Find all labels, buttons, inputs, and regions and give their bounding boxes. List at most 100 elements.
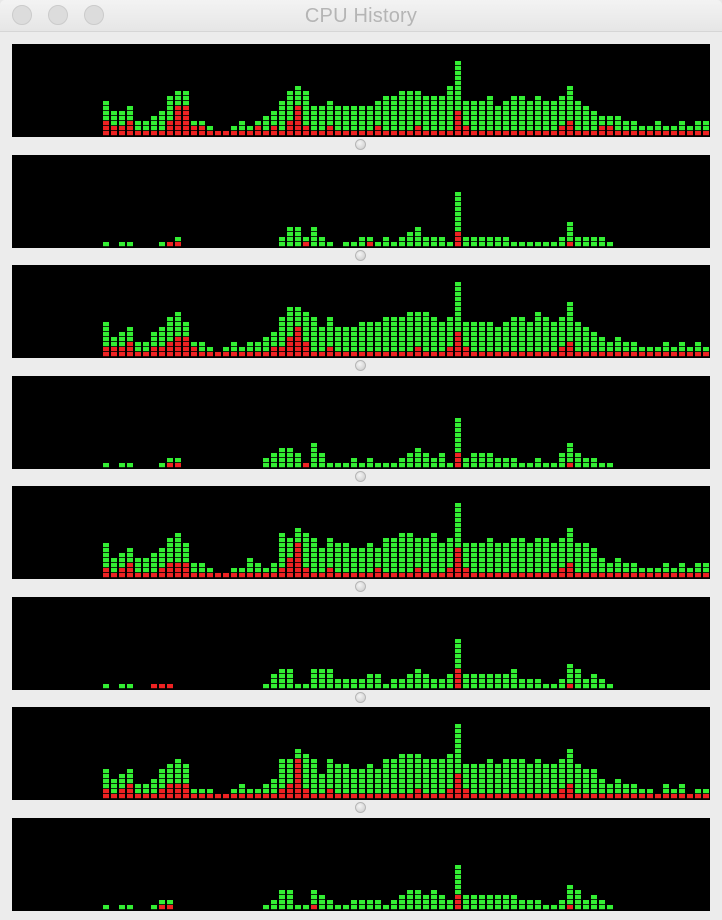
user-load-segment <box>343 327 349 332</box>
system-load-segment <box>607 131 613 136</box>
system-load-segment <box>231 573 237 578</box>
user-load-segment <box>391 332 397 337</box>
user-load-segment <box>479 322 485 327</box>
pane-splitter[interactable] <box>0 469 722 485</box>
user-load-segment <box>391 106 397 111</box>
user-load-segment <box>159 548 165 553</box>
user-load-segment <box>575 900 581 905</box>
user-load-segment <box>303 543 309 548</box>
user-load-segment <box>335 106 341 111</box>
user-load-segment <box>271 342 277 347</box>
user-load-segment <box>455 312 461 317</box>
splitter-handle-icon[interactable] <box>355 802 366 813</box>
user-load-segment <box>695 347 701 352</box>
splitter-handle-icon[interactable] <box>355 250 366 261</box>
pane-splitter[interactable] <box>0 248 722 264</box>
user-load-segment <box>183 548 189 553</box>
user-load-segment <box>471 553 477 558</box>
title-bar[interactable]: CPU History <box>0 0 722 32</box>
pane-splitter[interactable] <box>0 358 722 374</box>
user-load-segment <box>159 900 165 905</box>
user-load-segment <box>607 563 613 568</box>
user-load-segment <box>503 543 509 548</box>
user-load-segment <box>327 106 333 111</box>
user-load-segment <box>567 332 573 337</box>
user-load-segment <box>423 759 429 764</box>
user-load-segment <box>447 754 453 759</box>
user-load-segment <box>535 784 541 789</box>
user-load-segment <box>431 463 437 468</box>
system-load-segment <box>183 573 189 578</box>
user-load-segment <box>303 337 309 342</box>
user-load-segment <box>599 779 605 784</box>
user-load-segment <box>119 553 125 558</box>
splitter-handle-icon[interactable] <box>355 692 366 703</box>
user-load-segment <box>583 900 589 905</box>
user-load-segment <box>431 558 437 563</box>
system-load-segment <box>111 573 117 578</box>
user-load-segment <box>359 684 365 689</box>
user-load-segment <box>455 217 461 222</box>
user-load-segment <box>471 774 477 779</box>
user-load-segment <box>415 759 421 764</box>
user-load-segment <box>567 106 573 111</box>
pane-splitter[interactable] <box>0 800 722 816</box>
user-load-segment <box>487 769 493 774</box>
user-load-segment <box>135 568 141 573</box>
system-load-segment <box>447 794 453 799</box>
user-load-segment <box>159 342 165 347</box>
user-load-segment <box>455 197 461 202</box>
system-load-segment <box>463 126 469 131</box>
user-load-segment <box>175 538 181 543</box>
system-load-segment <box>255 794 261 799</box>
user-load-segment <box>159 121 165 126</box>
user-load-segment <box>407 347 413 352</box>
user-load-segment <box>535 553 541 558</box>
user-load-segment <box>455 327 461 332</box>
user-load-segment <box>327 779 333 784</box>
user-load-segment <box>535 347 541 352</box>
user-load-segment <box>151 332 157 337</box>
user-load-segment <box>183 96 189 101</box>
pane-splitter[interactable] <box>0 137 722 153</box>
user-load-segment <box>503 784 509 789</box>
user-load-segment <box>607 347 613 352</box>
pane-splitter[interactable] <box>0 690 722 706</box>
splitter-handle-icon[interactable] <box>355 139 366 150</box>
user-load-segment <box>263 342 269 347</box>
system-load-segment <box>167 352 173 357</box>
system-load-segment <box>127 126 133 131</box>
zoom-button[interactable] <box>84 5 104 25</box>
system-load-segment <box>471 352 477 357</box>
user-load-segment <box>527 342 533 347</box>
user-load-segment <box>279 463 285 468</box>
user-load-segment <box>127 463 133 468</box>
user-load-segment <box>231 789 237 794</box>
system-load-segment <box>415 126 421 131</box>
user-load-segment <box>431 890 437 895</box>
system-load-segment <box>471 573 477 578</box>
cpu-graph-core-3 <box>12 265 710 358</box>
user-load-segment <box>407 96 413 101</box>
user-load-segment <box>311 563 317 568</box>
close-button[interactable] <box>12 5 32 25</box>
splitter-handle-icon[interactable] <box>355 360 366 371</box>
system-load-segment <box>423 573 429 578</box>
system-load-segment <box>287 121 293 126</box>
user-load-segment <box>455 322 461 327</box>
user-load-segment <box>351 784 357 789</box>
splitter-handle-icon[interactable] <box>355 581 366 592</box>
system-load-segment <box>511 794 517 799</box>
splitter-handle-icon[interactable] <box>355 471 366 482</box>
user-load-segment <box>575 548 581 553</box>
user-load-segment <box>103 322 109 327</box>
minimize-button[interactable] <box>48 5 68 25</box>
user-load-segment <box>527 563 533 568</box>
system-load-segment <box>119 794 125 799</box>
user-load-segment <box>423 111 429 116</box>
user-load-segment <box>287 317 293 322</box>
pane-splitter[interactable] <box>0 579 722 595</box>
system-load-segment <box>655 352 661 357</box>
cpu-graph-svg <box>103 724 709 799</box>
user-load-segment <box>255 342 261 347</box>
